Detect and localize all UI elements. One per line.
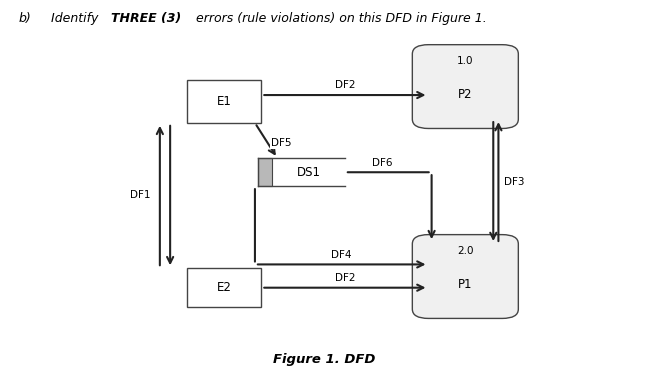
- Text: DF4: DF4: [331, 250, 352, 260]
- Text: errors (rule violations) on this DFD in Figure 1.: errors (rule violations) on this DFD in …: [192, 12, 487, 25]
- Text: 1.0: 1.0: [457, 56, 474, 66]
- FancyBboxPatch shape: [412, 45, 518, 129]
- Bar: [187, 80, 261, 123]
- Bar: [187, 268, 261, 307]
- Text: DF6: DF6: [371, 158, 392, 168]
- FancyBboxPatch shape: [412, 235, 518, 318]
- Text: E1: E1: [217, 95, 232, 108]
- Bar: [258, 158, 272, 186]
- Text: DF1: DF1: [130, 190, 151, 200]
- Text: DF3: DF3: [503, 177, 524, 187]
- Text: 2.0: 2.0: [457, 246, 474, 256]
- Text: E2: E2: [217, 281, 232, 294]
- Text: P1: P1: [458, 278, 472, 291]
- Text: DF2: DF2: [334, 273, 355, 284]
- Text: P2: P2: [458, 88, 472, 101]
- Text: b): b): [19, 12, 32, 25]
- Text: DS1: DS1: [297, 166, 321, 179]
- Text: DF5: DF5: [271, 138, 292, 149]
- Text: Figure 1. DFD: Figure 1. DFD: [273, 353, 375, 366]
- Text: DF2: DF2: [334, 80, 355, 90]
- Text: Identify: Identify: [51, 12, 102, 25]
- Text: THREE (3): THREE (3): [111, 12, 181, 25]
